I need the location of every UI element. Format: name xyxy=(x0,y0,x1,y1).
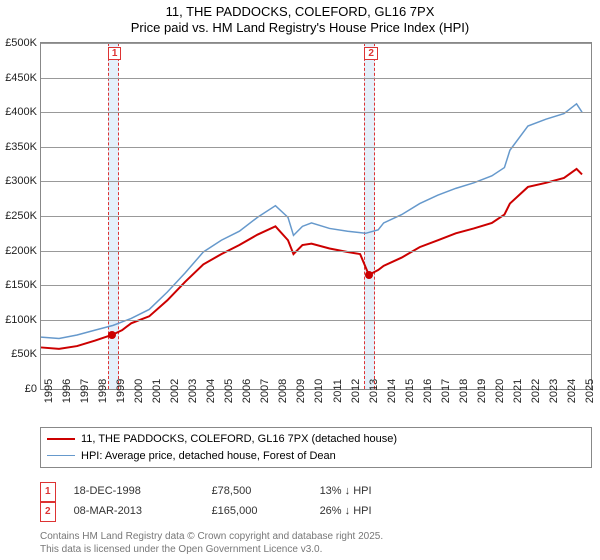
sale-row: 2 08-MAR-2013 £165,000 26% ↓ HPI xyxy=(40,502,592,522)
gridline-y xyxy=(41,78,591,79)
x-tick-label: 2005 xyxy=(221,379,235,403)
sale-date: 08-MAR-2013 xyxy=(74,502,194,522)
x-tick-label: 2014 xyxy=(384,379,398,403)
x-tick-label: 1999 xyxy=(113,379,127,403)
x-tick-label: 1997 xyxy=(77,379,91,403)
x-tick-label: 2000 xyxy=(131,379,145,403)
sale-marker-badge: 1 xyxy=(108,47,122,60)
y-tick-label: £100K xyxy=(5,314,41,326)
sale-price: £165,000 xyxy=(212,502,302,522)
x-tick-label: 2023 xyxy=(546,379,560,403)
y-tick-label: £500K xyxy=(5,37,41,49)
sale-hpi-diff: 13% ↓ HPI xyxy=(320,482,420,502)
x-tick-label: 2021 xyxy=(510,379,524,403)
x-tick-label: 2019 xyxy=(474,379,488,403)
footer-line-1: Contains HM Land Registry data © Crown c… xyxy=(40,531,383,542)
legend-swatch-icon xyxy=(47,455,75,456)
y-tick-label: £200K xyxy=(5,245,41,257)
gridline-y xyxy=(41,181,591,182)
sale-point-icon xyxy=(108,331,116,339)
x-tick-label: 2010 xyxy=(311,379,325,403)
legend-item: 11, THE PADDOCKS, COLEFORD, GL16 7PX (de… xyxy=(47,431,585,448)
title-line-1: 11, THE PADDOCKS, COLEFORD, GL16 7PX xyxy=(166,4,435,19)
x-tick-label: 2009 xyxy=(293,379,307,403)
sales-table: 1 18-DEC-1998 £78,500 13% ↓ HPI 2 08-MAR-2013… xyxy=(40,482,592,522)
y-tick-label: £50K xyxy=(11,348,41,360)
y-tick-label: £350K xyxy=(5,141,41,153)
x-tick-label: 2018 xyxy=(456,379,470,403)
sale-marker-badge: 2 xyxy=(364,47,378,60)
y-tick-label: £250K xyxy=(5,210,41,222)
footer-line-2: This data is licensed under the Open Gov… xyxy=(40,544,322,555)
y-tick-label: £150K xyxy=(5,279,41,291)
gridline-y xyxy=(41,216,591,217)
gridline-y xyxy=(41,285,591,286)
legend: 11, THE PADDOCKS, COLEFORD, GL16 7PX (de… xyxy=(40,427,592,468)
y-tick-label: £0 xyxy=(25,383,41,395)
x-tick-label: 1996 xyxy=(59,379,73,403)
sale-hpi-diff: 26% ↓ HPI xyxy=(320,502,420,522)
attribution: Contains HM Land Registry data © Crown c… xyxy=(40,530,592,556)
legend-label: 11, THE PADDOCKS, COLEFORD, GL16 7PX (de… xyxy=(81,431,397,448)
x-tick-label: 2017 xyxy=(438,379,452,403)
x-tick-label: 2012 xyxy=(348,379,362,403)
x-tick-label: 2004 xyxy=(203,379,217,403)
y-tick-label: £300K xyxy=(5,175,41,187)
sale-row: 1 18-DEC-1998 £78,500 13% ↓ HPI xyxy=(40,482,592,502)
x-tick-label: 1998 xyxy=(95,379,109,403)
sale-price: £78,500 xyxy=(212,482,302,502)
legend-label: HPI: Average price, detached house, Fore… xyxy=(81,448,336,465)
x-tick-label: 2020 xyxy=(492,379,506,403)
legend-swatch-icon xyxy=(47,438,75,440)
x-tick-label: 2022 xyxy=(528,379,542,403)
plot-inner: 12 xyxy=(41,43,591,389)
sale-row-badge: 1 xyxy=(40,482,56,502)
gridline-y xyxy=(41,147,591,148)
x-tick-label: 2024 xyxy=(564,379,578,403)
x-tick-label: 2007 xyxy=(257,379,271,403)
gridline-y xyxy=(41,354,591,355)
x-tick-label: 2008 xyxy=(275,379,289,403)
gridline-y xyxy=(41,43,591,44)
x-tick-label: 2011 xyxy=(330,379,344,403)
y-tick-label: £450K xyxy=(5,72,41,84)
chart-container: 11, THE PADDOCKS, COLEFORD, GL16 7PX Pri… xyxy=(0,0,600,560)
x-tick-label: 2016 xyxy=(420,379,434,403)
sale-date: 18-DEC-1998 xyxy=(74,482,194,502)
legend-item: HPI: Average price, detached house, Fore… xyxy=(47,448,585,465)
x-tick-label: 2015 xyxy=(402,379,416,403)
series-hpi xyxy=(41,104,582,339)
y-tick-label: £400K xyxy=(5,106,41,118)
x-tick-label: 2025 xyxy=(582,379,596,403)
plot-area: 12 £0£50K£100K£150K£200K£250K£300K£350K£… xyxy=(40,42,592,390)
x-tick-label: 2001 xyxy=(149,379,163,403)
x-tick-label: 2006 xyxy=(239,379,253,403)
sale-point-icon xyxy=(365,271,373,279)
chart-title: 11, THE PADDOCKS, COLEFORD, GL16 7PX Pri… xyxy=(0,0,600,37)
gridline-y xyxy=(41,251,591,252)
sale-row-badge: 2 xyxy=(40,502,56,522)
x-tick-label: 2003 xyxy=(185,379,199,403)
x-tick-label: 2002 xyxy=(167,379,181,403)
title-line-2: Price paid vs. HM Land Registry's House … xyxy=(131,20,469,35)
x-tick-label: 2013 xyxy=(366,379,380,403)
gridline-y xyxy=(41,112,591,113)
x-tick-label: 1995 xyxy=(41,379,55,403)
gridline-y xyxy=(41,320,591,321)
